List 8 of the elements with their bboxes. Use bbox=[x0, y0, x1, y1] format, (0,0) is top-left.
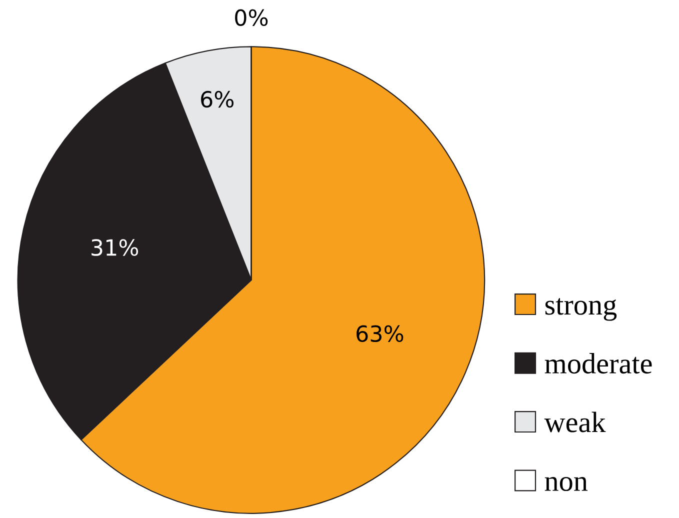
legend-label: weak bbox=[544, 412, 606, 432]
legend-label: non bbox=[544, 476, 588, 492]
data-label: 6% bbox=[201, 90, 234, 108]
legend-label: strong bbox=[545, 298, 617, 321]
text: 0% bbox=[235, 9, 268, 26]
data-label: 31% bbox=[92, 239, 138, 256]
legend-label: moderate bbox=[544, 353, 652, 374]
data-label: 63% bbox=[356, 325, 404, 342]
